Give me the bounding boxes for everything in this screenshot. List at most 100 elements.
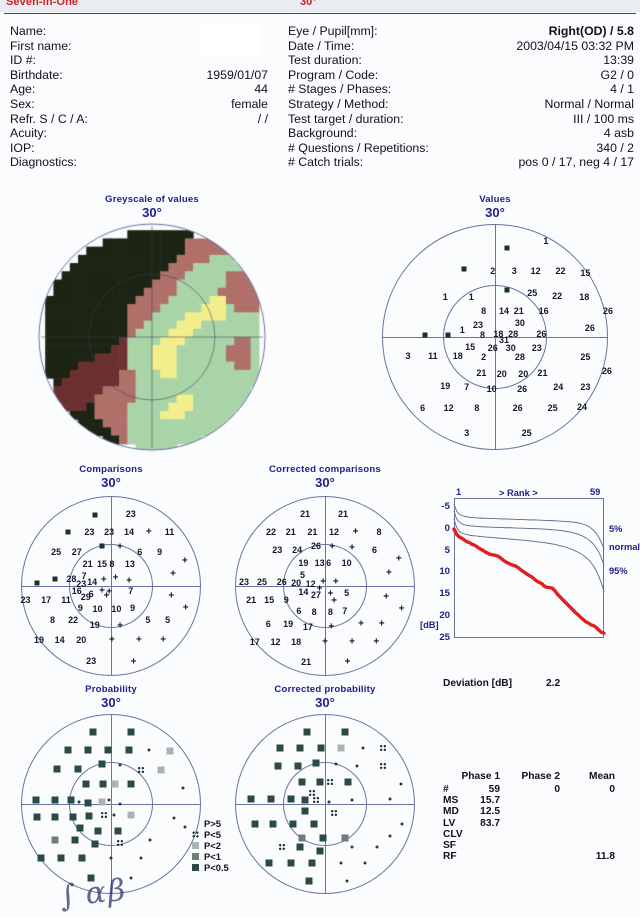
- legend-symbol-p05: [192, 864, 199, 871]
- probability-symbol: [326, 778, 334, 786]
- value-label: 13: [124, 558, 135, 569]
- probability-symbol: [107, 798, 111, 802]
- value-label: 29: [80, 591, 91, 602]
- legend-label-pg5: P>5: [204, 818, 221, 829]
- value-label: 19: [33, 635, 45, 645]
- stats-value-#-2: 0: [609, 784, 615, 795]
- stats-value-RF-2: 11.8: [595, 851, 615, 863]
- probability-symbol: [181, 786, 185, 790]
- value-label: 23: [272, 545, 283, 555]
- greyscale-title: Greyscale of values: [105, 194, 199, 205]
- value-label: 30: [505, 343, 516, 354]
- bebie-plot-frame: [454, 498, 604, 638]
- probability-symbol: [379, 762, 387, 770]
- value-label: 27: [310, 590, 322, 600]
- probability-symbol: [111, 780, 119, 788]
- bebie-x-end: 59: [590, 487, 601, 497]
- probability-symbol: [305, 877, 313, 885]
- legend-symbol-p5: [192, 831, 199, 838]
- value-label: 6: [265, 618, 271, 629]
- corrected-probability-degree: 30°: [315, 695, 335, 710]
- stats-col-header-0: Phase 1: [461, 771, 500, 782]
- value-label: 15: [96, 558, 108, 569]
- legend-row-p5: P<5: [192, 829, 272, 840]
- value-label: 3: [511, 266, 517, 277]
- normal-marker: +: [117, 541, 123, 553]
- stats-value-MS-0: 15.7: [480, 795, 500, 807]
- value-label: 10: [92, 604, 103, 615]
- probability-symbol: [82, 780, 90, 788]
- value-label: 10: [341, 557, 352, 568]
- probability-symbol: [274, 762, 282, 770]
- test-label-9: # Catch trials:: [288, 155, 364, 170]
- probability-symbol: [247, 795, 255, 803]
- value-label: 23: [86, 655, 97, 666]
- absolute-defect-marker: [504, 287, 510, 293]
- redaction-box: [199, 24, 261, 57]
- value-label: 19: [283, 618, 294, 629]
- probability-symbol: [316, 847, 324, 855]
- absolute-defect-marker: [461, 266, 467, 272]
- patient-label-6: Refr. S / C / A:: [10, 111, 88, 126]
- normal-marker: +: [327, 588, 334, 600]
- normal-marker: +: [349, 542, 355, 554]
- probability-symbol: [78, 854, 86, 862]
- value-label: 12: [328, 527, 340, 537]
- brand-title: Seven-in-One: [6, 0, 79, 8]
- normal-marker: +: [170, 568, 177, 580]
- test-value-8: 340 / 2: [596, 140, 634, 155]
- value-label: 5: [145, 615, 151, 626]
- value-label: 6: [326, 557, 332, 568]
- probability-symbol: [296, 744, 304, 752]
- value-label: 14: [298, 587, 309, 598]
- probability-symbol: [301, 807, 309, 815]
- normal-marker: +: [117, 620, 123, 632]
- probability-symbol: [85, 812, 92, 820]
- normal-marker: +: [130, 656, 137, 668]
- probability-symbol: [287, 859, 295, 867]
- normal-marker: +: [332, 576, 339, 587]
- probability-symbol: [375, 845, 379, 849]
- value-label: 12: [530, 266, 541, 277]
- value-label: 30: [514, 318, 525, 329]
- normal-marker: +: [106, 586, 113, 598]
- bebie-y-axis-label: [dB]: [420, 619, 439, 630]
- value-label: 20: [518, 369, 529, 380]
- absolute-defect-marker: [422, 332, 428, 338]
- value-label: 5: [344, 588, 350, 599]
- probability-symbol: [53, 765, 61, 773]
- legend-row-p05: P<0.5: [192, 862, 272, 873]
- stats-value-#-0: 59: [488, 784, 500, 795]
- probability-symbol: [296, 843, 304, 851]
- value-label: 24: [576, 402, 588, 413]
- bebie-annotation-5pct: 5%: [609, 523, 623, 534]
- greyscale-degree: 30°: [142, 205, 162, 220]
- value-label: 21: [307, 527, 318, 537]
- probability-symbol: [308, 859, 316, 867]
- test-label-2: Test duration:: [288, 53, 362, 68]
- value-label: 23: [125, 509, 136, 519]
- normal-marker: +: [352, 526, 359, 538]
- value-label: 21: [537, 368, 548, 379]
- value-label: 14: [87, 576, 98, 587]
- probability-symbol: [112, 813, 116, 817]
- probability-symbol: [64, 746, 72, 754]
- handwritten-signature: ∫ αβ: [58, 872, 129, 915]
- probability-symbol: [345, 879, 349, 883]
- probability-symbol: [98, 798, 106, 806]
- panel-probability: Probability 30°: [8, 684, 214, 894]
- value-label: 8: [376, 527, 382, 537]
- probability-symbol: [114, 827, 122, 835]
- normal-marker: +: [108, 634, 115, 646]
- probability-legend: P>5 P<5 P<2 P<1 P<0.5: [192, 818, 272, 878]
- probability-symbol: [67, 796, 75, 804]
- value-label: 3: [405, 351, 411, 362]
- stats-row-label-#: #: [443, 784, 449, 795]
- value-label: 22: [552, 291, 563, 302]
- panel-corrected-probability: Corrected probability 30°: [222, 684, 428, 894]
- probability-symbol: [298, 778, 306, 786]
- value-label: 28: [514, 352, 525, 363]
- probability-symbol: [57, 854, 65, 862]
- probability-symbol: [312, 796, 320, 804]
- test-label-8: # Questions / Repetitions:: [288, 140, 429, 155]
